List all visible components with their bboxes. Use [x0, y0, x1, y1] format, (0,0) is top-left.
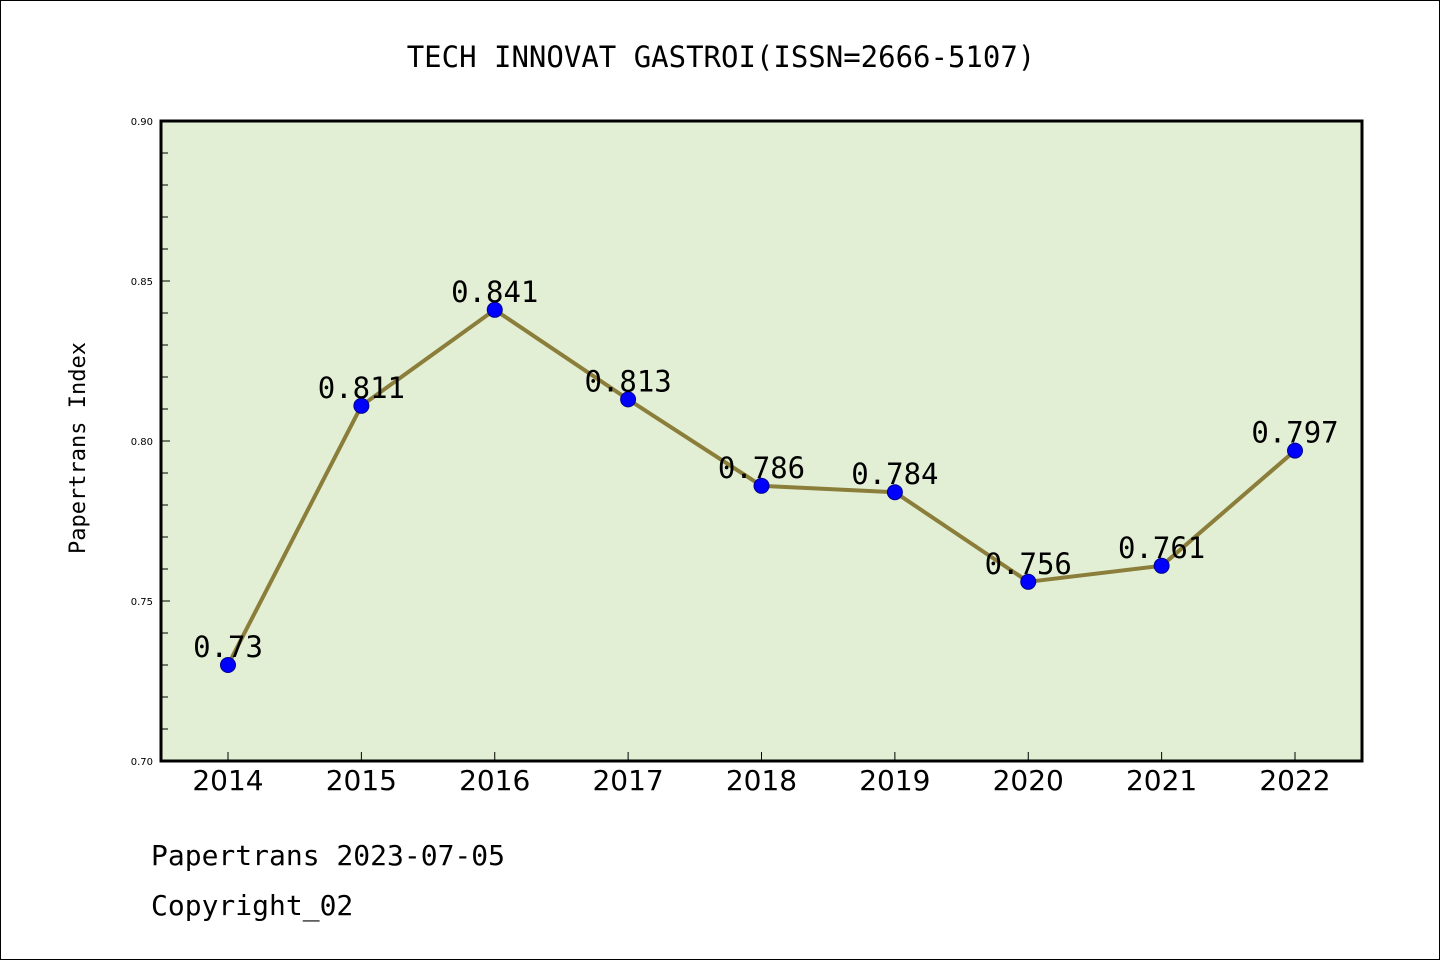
chart-title: TECH INNOVAT GASTROI(ISSN=2666-5107) — [407, 40, 1036, 74]
data-point — [753, 477, 770, 494]
data-label: 0.756 — [985, 547, 1072, 581]
x-tick-label: 2020 — [993, 764, 1064, 797]
y-axis-label: Papertrans Index — [66, 342, 91, 554]
x-tick-label: 2021 — [1126, 764, 1197, 797]
x-tick-label: 2022 — [1259, 764, 1330, 797]
y-tick-label: 0.80 — [131, 437, 153, 448]
plot-area — [159, 119, 1364, 763]
x-tick-label: 2016 — [459, 764, 530, 797]
data-point — [1020, 573, 1037, 590]
data-label: 0.73 — [193, 630, 263, 664]
x-axis: 2014 2015 2016 2017 2018 2019 2020 2021 2022 — [192, 752, 1331, 797]
x-tick-label: 2014 — [192, 764, 263, 797]
data-label: 0.841 — [451, 275, 538, 309]
x-tick-label: 2017 — [592, 764, 663, 797]
data-point — [886, 484, 903, 501]
data-label: 0.813 — [584, 364, 671, 398]
data-label: 0.784 — [851, 457, 938, 491]
data-points — [220, 301, 1303, 673]
footer-copyright: Copyright_02 — [151, 889, 353, 923]
data-label: 0.811 — [318, 371, 405, 405]
data-point — [486, 301, 503, 318]
y-tick-label: 0.70 — [131, 757, 153, 768]
data-point — [1153, 557, 1170, 574]
data-label: 0.786 — [718, 451, 805, 485]
data-label: 0.761 — [1118, 531, 1205, 565]
data-point — [620, 391, 637, 408]
y-tick-label: 0.75 — [131, 597, 153, 608]
y-tick-label: 0.90 — [131, 117, 153, 128]
data-point — [1287, 442, 1303, 459]
x-tick-label: 2018 — [726, 764, 797, 797]
x-tick-label: 2015 — [326, 764, 397, 797]
y-tick-label: 0.85 — [131, 277, 153, 288]
x-tick-label: 2019 — [859, 764, 930, 797]
data-point — [220, 657, 236, 673]
y-axis: 0.70 0.75 0.80 0.85 0.90 — [131, 117, 170, 768]
footer-date: Papertrans 2023-07-05 — [151, 839, 505, 872]
data-label: 0.797 — [1251, 416, 1338, 450]
data-point — [353, 397, 370, 414]
data-labels: 0.73 0.811 0.841 0.813 0.786 0.784 0.756 0.761 0… — [193, 275, 1339, 664]
